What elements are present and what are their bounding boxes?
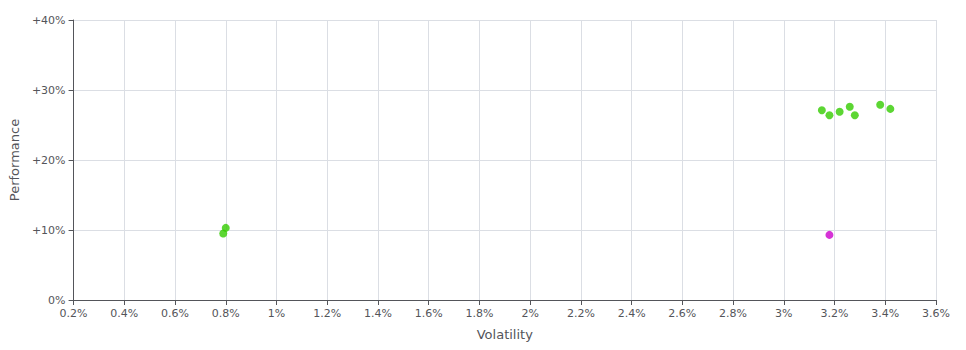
svg-text:1.8%: 1.8% [465,307,493,320]
svg-text:0.2%: 0.2% [60,307,88,320]
svg-text:0.4%: 0.4% [110,307,138,320]
svg-text:+20%: +20% [32,154,66,167]
svg-text:3.6%: 3.6% [922,307,950,320]
svg-text:1.4%: 1.4% [364,307,392,320]
svg-text:0%: 0% [48,294,65,307]
svg-text:2.2%: 2.2% [567,307,595,320]
svg-text:3.4%: 3.4% [871,307,899,320]
svg-text:Volatility: Volatility [477,327,533,342]
svg-text:2%: 2% [521,307,538,320]
svg-text:2.8%: 2.8% [719,307,747,320]
svg-text:2.6%: 2.6% [668,307,696,320]
svg-text:0.8%: 0.8% [212,307,240,320]
svg-text:2.4%: 2.4% [618,307,646,320]
svg-text:1%: 1% [268,307,285,320]
svg-text:1.6%: 1.6% [415,307,443,320]
svg-text:Performance: Performance [7,119,22,201]
svg-text:+10%: +10% [32,224,66,237]
svg-text:+30%: +30% [32,84,66,97]
svg-text:0.6%: 0.6% [161,307,189,320]
svg-text:1.2%: 1.2% [313,307,341,320]
svg-text:3%: 3% [775,307,792,320]
svg-text:+40%: +40% [32,14,66,27]
svg-text:3.2%: 3.2% [821,307,849,320]
